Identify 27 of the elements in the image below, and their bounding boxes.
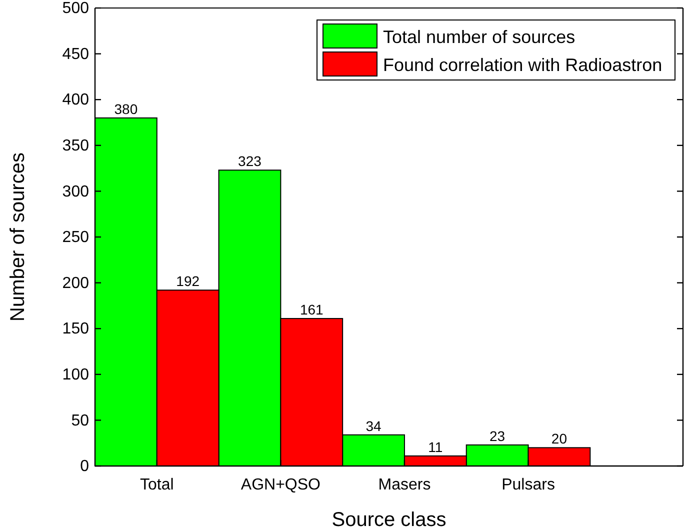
data-label: 161 xyxy=(300,302,324,318)
x-tick-label: Total xyxy=(140,476,174,494)
y-tick-label: 300 xyxy=(62,183,90,200)
legend-label: Total number of sources xyxy=(383,27,576,47)
data-label: 34 xyxy=(366,418,382,434)
y-tick-label: 200 xyxy=(62,274,90,292)
x-tick-label: Masers xyxy=(378,476,431,494)
y-tick-label: 500 xyxy=(62,0,90,18)
data-label: 20 xyxy=(551,430,568,447)
data-label: 192 xyxy=(176,273,200,290)
y-tick-label: 150 xyxy=(62,320,90,338)
x-tick-label: Pulsars xyxy=(502,476,555,494)
y-tick-label: 250 xyxy=(62,229,90,246)
y-tick-label: 450 xyxy=(62,46,90,63)
data-label: 11 xyxy=(428,438,443,455)
legend-label: Found correlation with Radioastron xyxy=(383,55,662,75)
y-tick-label: 0 xyxy=(80,458,90,476)
data-label: 323 xyxy=(238,153,262,170)
data-label: 23 xyxy=(490,428,506,444)
data-label: 380 xyxy=(114,100,138,117)
y-tick-label: 400 xyxy=(62,92,90,109)
x-axis-title: Source class xyxy=(332,509,446,531)
x-tick-label: AGN+QSO xyxy=(240,476,320,494)
y-tick-label: 350 xyxy=(62,138,90,155)
y-axis-title: Number of sources xyxy=(7,152,29,322)
y-tick-label: 100 xyxy=(62,366,90,384)
y-tick-label: 50 xyxy=(71,412,90,430)
